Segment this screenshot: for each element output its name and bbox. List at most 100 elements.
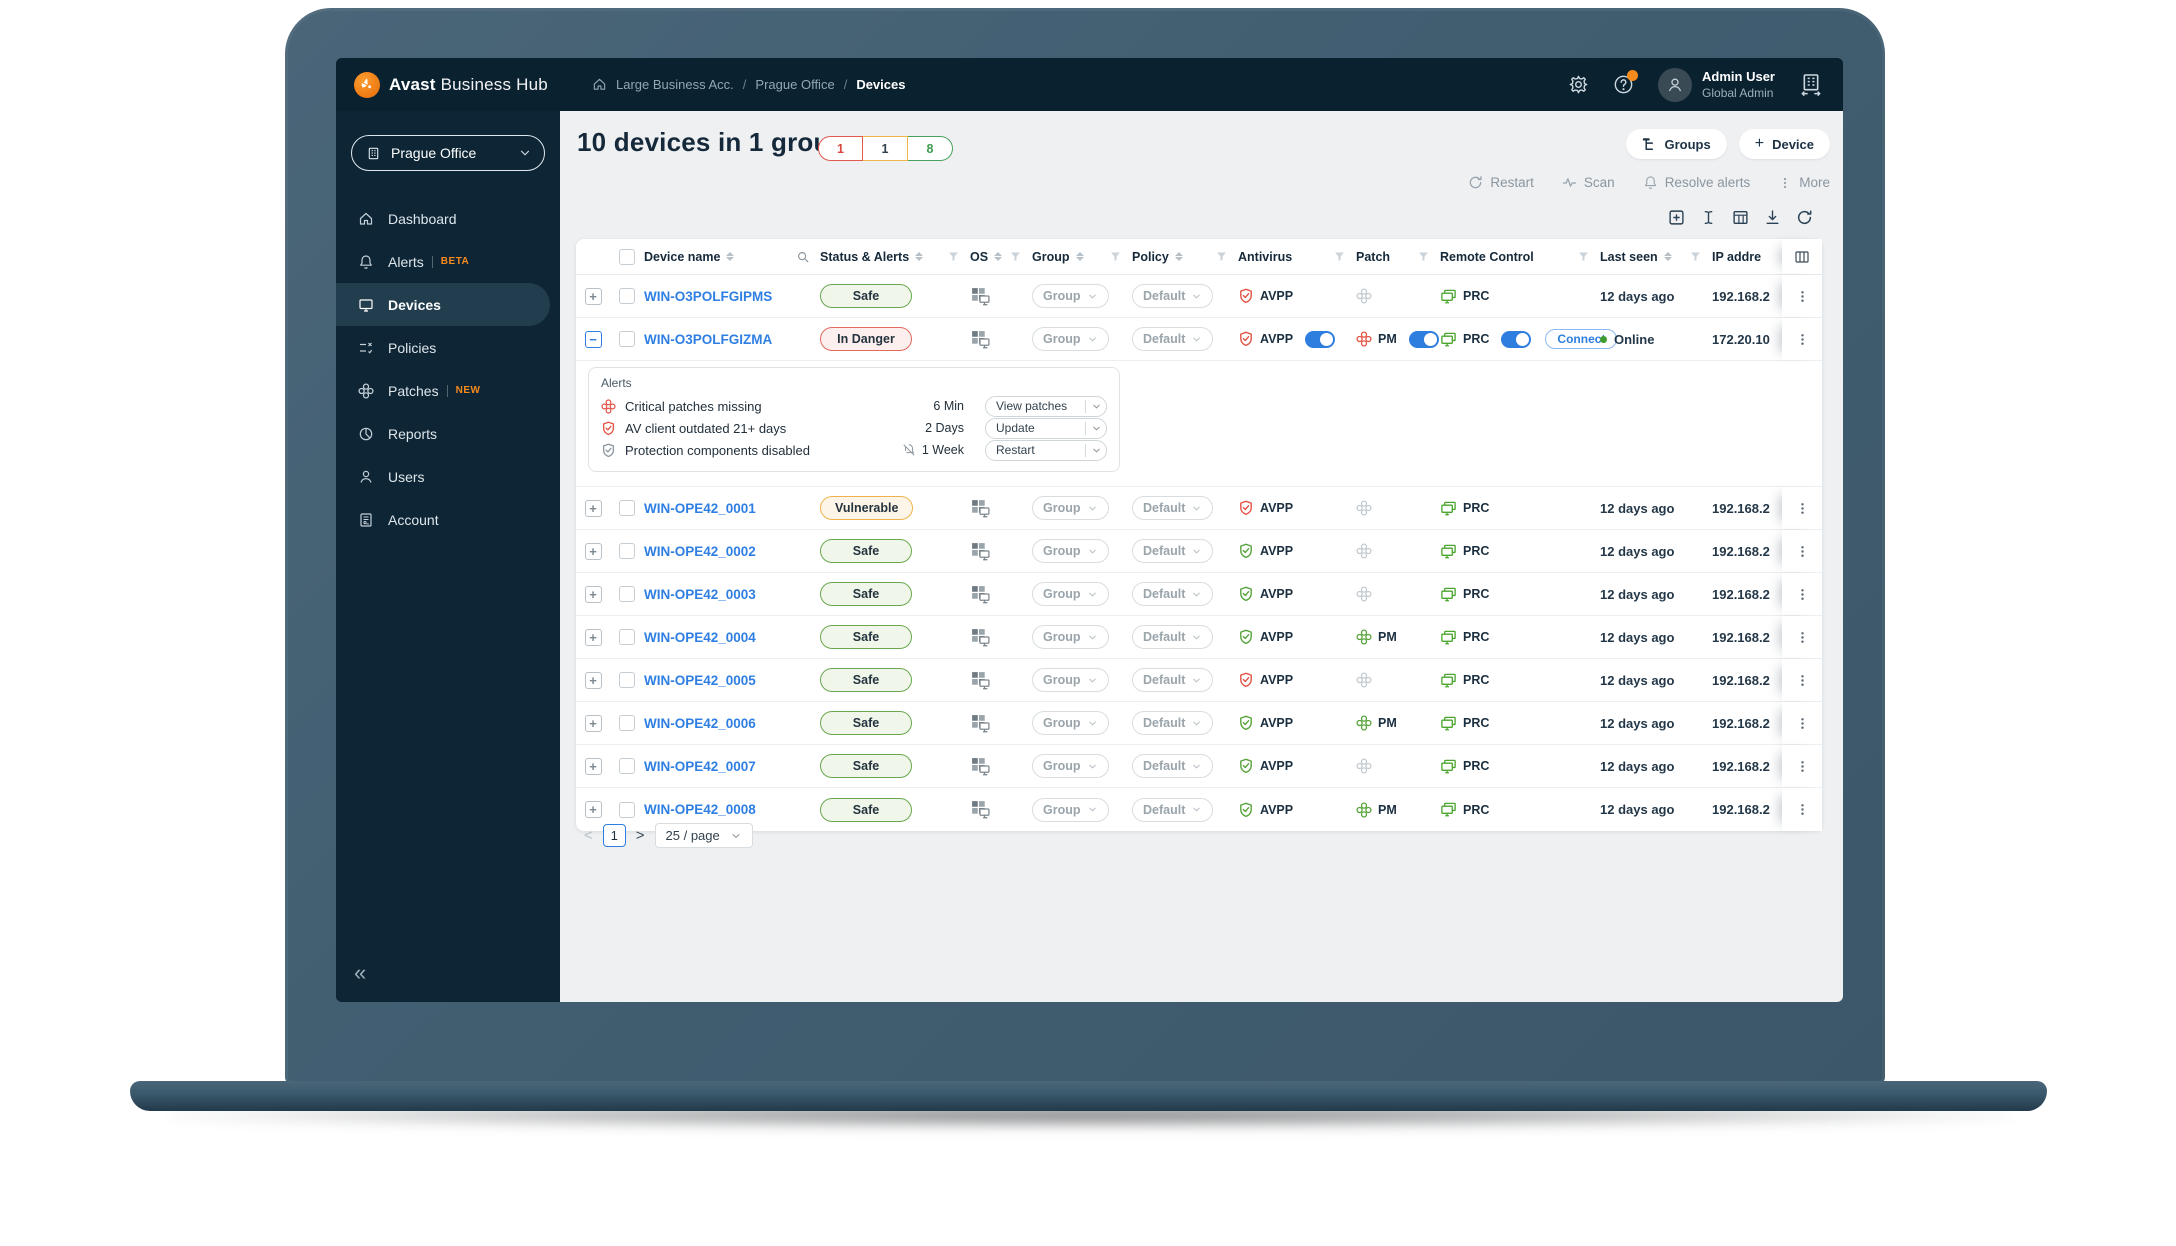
row-menu-kebab[interactable]: [1795, 673, 1810, 688]
row-menu-kebab[interactable]: [1795, 332, 1810, 347]
columns-icon[interactable]: [1794, 249, 1810, 265]
row-checkbox[interactable]: [619, 715, 635, 731]
policy-select[interactable]: Default: [1132, 754, 1214, 778]
sort-icon[interactable]: [994, 252, 1003, 261]
device-name-link[interactable]: WIN-OPE42_0003: [644, 586, 756, 602]
device-name-link[interactable]: WIN-OPE42_0001: [644, 500, 756, 516]
device-name-link[interactable]: WIN-OPE42_0002: [644, 543, 756, 559]
row-checkbox[interactable]: [619, 586, 635, 602]
policy-select[interactable]: Default: [1132, 496, 1214, 520]
sidebar-item-alerts[interactable]: Alerts BETA: [336, 240, 560, 283]
expand-all-icon[interactable]: [1668, 209, 1685, 226]
row-checkbox[interactable]: [619, 672, 635, 688]
row-menu-kebab[interactable]: [1795, 544, 1810, 559]
chevron-down-icon[interactable]: [1086, 445, 1106, 456]
row-menu-kebab[interactable]: [1795, 501, 1810, 516]
row-expander[interactable]: +: [584, 757, 602, 775]
group-select[interactable]: Group: [1032, 284, 1109, 308]
row-menu-kebab[interactable]: [1795, 587, 1810, 602]
table-view-icon[interactable]: [1732, 209, 1749, 226]
row-checkbox[interactable]: [619, 543, 635, 559]
col-status[interactable]: Status & Alerts: [820, 250, 970, 264]
home-icon[interactable]: [592, 77, 607, 92]
help-icon[interactable]: [1613, 70, 1639, 95]
antivirus-toggle[interactable]: [1305, 330, 1336, 348]
col-device-name[interactable]: Device name: [644, 250, 820, 264]
col-antivirus[interactable]: Antivirus: [1238, 250, 1356, 264]
warning-count-badge[interactable]: 1: [863, 136, 908, 161]
col-remote-control[interactable]: Remote Control: [1440, 250, 1600, 264]
add-device-button[interactable]: + Device: [1738, 129, 1830, 159]
sidebar-item-account[interactable]: Account: [336, 498, 560, 541]
breadcrumb-middle[interactable]: Prague Office: [755, 77, 835, 92]
row-expander[interactable]: −: [584, 330, 602, 348]
device-name-link[interactable]: WIN-O3POLFGIPMS: [644, 288, 773, 304]
sidebar-item-users[interactable]: Users: [336, 455, 560, 498]
col-last-seen[interactable]: Last seen: [1600, 250, 1712, 264]
row-checkbox[interactable]: [619, 500, 635, 516]
settings-gear-icon[interactable]: [1568, 74, 1589, 95]
select-all-checkbox[interactable]: [619, 248, 635, 265]
row-expander[interactable]: +: [584, 499, 602, 517]
row-expander[interactable]: +: [584, 628, 602, 646]
remote-toggle[interactable]: [1501, 330, 1532, 348]
safe-count-badge[interactable]: 8: [908, 136, 953, 161]
row-checkbox[interactable]: [619, 629, 635, 645]
sort-icon[interactable]: [1663, 252, 1672, 261]
patch-toggle[interactable]: [1408, 330, 1439, 348]
page-number[interactable]: 1: [602, 824, 626, 847]
device-name-link[interactable]: WIN-OPE42_0005: [644, 672, 756, 688]
prev-page-button[interactable]: <: [584, 827, 593, 844]
row-menu-kebab[interactable]: [1795, 802, 1810, 817]
policy-select[interactable]: Default: [1132, 668, 1214, 692]
resolve-alerts-action[interactable]: Resolve alerts: [1643, 175, 1750, 190]
danger-count-badge[interactable]: 1: [818, 136, 863, 161]
export-download-icon[interactable]: [1764, 209, 1781, 226]
row-checkbox[interactable]: [619, 331, 635, 347]
group-select[interactable]: Group: [1032, 327, 1109, 351]
sort-icon[interactable]: [915, 252, 924, 261]
group-select[interactable]: Group: [1032, 797, 1109, 822]
col-policy[interactable]: Policy: [1132, 250, 1238, 264]
row-checkbox[interactable]: [619, 288, 635, 304]
sidebar-item-patches[interactable]: Patches NEW: [336, 369, 560, 412]
row-expander[interactable]: +: [584, 714, 602, 732]
sidebar-item-reports[interactable]: Reports: [336, 412, 560, 455]
page-size-select[interactable]: 25 / page: [654, 823, 753, 848]
view-patches-button[interactable]: View patches: [985, 395, 1107, 417]
group-select[interactable]: Group: [1032, 582, 1109, 606]
group-select[interactable]: Group: [1032, 496, 1109, 520]
filter-icon[interactable]: [1577, 250, 1590, 263]
row-expander[interactable]: +: [584, 801, 602, 818]
row-expander[interactable]: +: [584, 585, 602, 603]
col-group[interactable]: Group: [1032, 250, 1132, 264]
next-page-button[interactable]: >: [635, 827, 645, 844]
sort-icon[interactable]: [1174, 252, 1183, 261]
policy-select[interactable]: Default: [1132, 797, 1214, 822]
more-action[interactable]: More: [1778, 175, 1830, 190]
group-select[interactable]: Group: [1032, 711, 1109, 735]
sidebar-item-dashboard[interactable]: Dashboard: [336, 197, 560, 240]
sidebar-item-devices[interactable]: Devices: [336, 283, 550, 326]
group-select[interactable]: Group: [1032, 539, 1109, 563]
company-switcher-icon[interactable]: [1799, 73, 1823, 97]
row-checkbox[interactable]: [619, 801, 635, 818]
policy-select[interactable]: Default: [1132, 284, 1214, 308]
row-expander[interactable]: +: [584, 287, 602, 305]
col-os[interactable]: OS: [970, 250, 1032, 264]
row-expander[interactable]: +: [584, 542, 602, 560]
row-menu-kebab[interactable]: [1795, 289, 1810, 304]
policy-select[interactable]: Default: [1132, 539, 1214, 563]
filter-icon[interactable]: [1333, 250, 1346, 263]
policy-select[interactable]: Default: [1132, 582, 1214, 606]
sort-icon[interactable]: [1075, 252, 1084, 261]
breadcrumb-root[interactable]: Large Business Acc.: [616, 77, 734, 92]
row-checkbox[interactable]: [619, 758, 635, 774]
policy-select[interactable]: Default: [1132, 327, 1214, 351]
sidebar-collapse-button[interactable]: «: [354, 960, 367, 985]
col-patch[interactable]: Patch: [1356, 250, 1440, 264]
text-cursor-icon[interactable]: [1700, 209, 1717, 226]
policy-select[interactable]: Default: [1132, 625, 1214, 649]
group-select[interactable]: Group: [1032, 668, 1109, 692]
group-select[interactable]: Group: [1032, 754, 1109, 778]
